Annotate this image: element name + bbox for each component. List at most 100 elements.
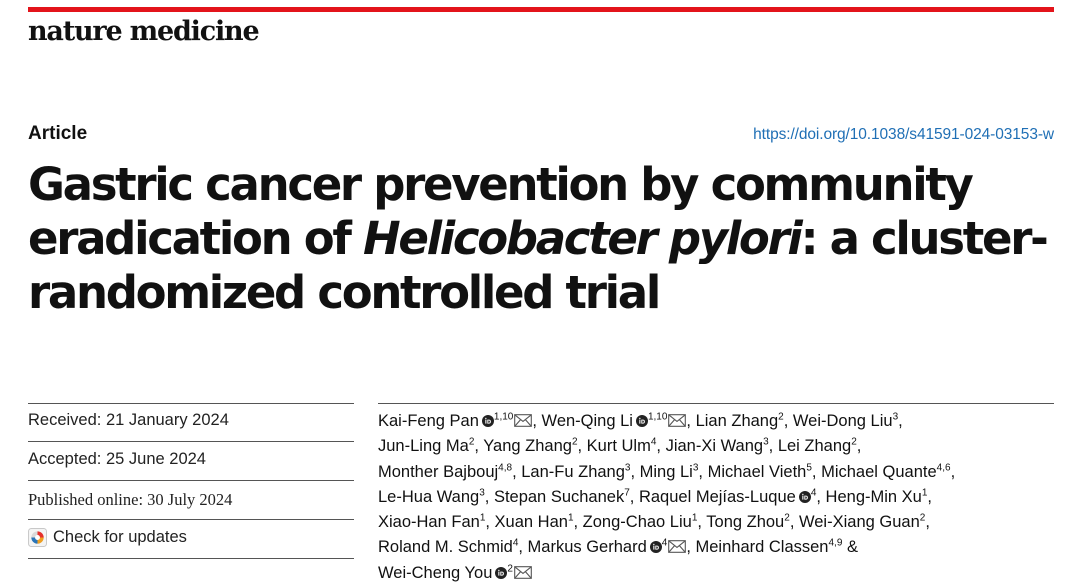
author-name[interactable]: Kai-Feng Pan: [378, 412, 479, 430]
author-line: Monther Bajbouj4,8, Lan-Fu Zhang3, Ming …: [378, 460, 1058, 485]
author-name[interactable]: Zong-Chao Liu: [582, 513, 692, 532]
affiliation-superscript[interactable]: 1: [479, 512, 486, 524]
meta-divider-received: [28, 441, 354, 442]
affiliation-superscript[interactable]: 3: [763, 436, 769, 448]
author-entry: Kurt Ulm4: [587, 437, 657, 455]
author-name[interactable]: Meinhard Classen: [695, 538, 829, 557]
author-name[interactable]: Jun-Ling Ma: [378, 437, 469, 456]
author-entry: Raquel Mejías-Luque 4: [639, 488, 816, 506]
orcid-icon[interactable]: [481, 410, 494, 427]
author-line: Le-Hua Wang3, Stepan Suchanek7, Raquel M…: [378, 485, 1058, 510]
affiliation-superscript[interactable]: 2: [778, 411, 784, 423]
affiliation-superscript[interactable]: 2: [784, 512, 790, 524]
affiliation-superscript[interactable]: 1,10: [647, 411, 668, 423]
affiliation-superscript[interactable]: 2: [571, 436, 578, 448]
orcid-icon[interactable]: [649, 536, 662, 554]
envelope-icon[interactable]: [668, 536, 687, 554]
affiliation-superscript[interactable]: 4,9: [828, 537, 843, 549]
affiliation-superscript[interactable]: 5: [806, 462, 812, 474]
check-for-updates-button[interactable]: Check for updates: [28, 528, 187, 547]
affiliation-superscript[interactable]: 4: [650, 436, 657, 448]
article-title-organism: Helicobacter pylori: [362, 212, 803, 265]
affiliation-superscript[interactable]: 7: [624, 487, 630, 499]
affiliation-superscript[interactable]: 4: [512, 537, 519, 549]
author-name[interactable]: Jian-Xi Wang: [665, 437, 764, 456]
author-entry: Xuan Han1: [495, 513, 574, 531]
author-entry: Ming Li3: [640, 463, 699, 481]
affiliation-superscript[interactable]: 1: [921, 487, 928, 499]
published-date: Published online: 30 July 2024: [28, 490, 233, 509]
author-name[interactable]: Markus Gerhard: [527, 538, 647, 557]
affiliation-superscript[interactable]: 1: [691, 512, 698, 524]
author-name[interactable]: Heng-Min Xu: [825, 487, 922, 506]
doi-link[interactable]: https://doi.org/10.1038/s41591-024-03153…: [753, 126, 1054, 143]
author-separator: ,: [485, 513, 495, 532]
author-separator: ,: [573, 513, 583, 532]
affiliation-superscript[interactable]: 4,8: [498, 462, 513, 474]
affiliation-superscript[interactable]: 1: [567, 512, 574, 524]
author-name[interactable]: Wen-Qing Li: [541, 412, 633, 430]
author-entry: Lian Zhang2: [696, 412, 784, 430]
author-name[interactable]: Xiao-Han Fan: [378, 513, 480, 532]
orcid-icon[interactable]: [635, 410, 648, 427]
author-entry: Wei-Dong Liu3: [793, 412, 898, 430]
author-separator: ,: [816, 487, 826, 506]
author-name[interactable]: Wei-Cheng You: [378, 563, 493, 582]
author-entry: Kai-Feng Pan 1,10: [378, 410, 533, 430]
author-line: Xiao-Han Fan1, Xuan Han1, Zong-Chao Liu1…: [378, 510, 1058, 535]
check-for-updates-icon: [28, 528, 47, 547]
envelope-icon[interactable]: [514, 562, 532, 579]
affiliation-superscript[interactable]: 3: [624, 462, 631, 474]
author-name[interactable]: Ming Li: [639, 462, 693, 481]
author-name[interactable]: Kurt Ulm: [586, 437, 651, 456]
author-name[interactable]: Roland M. Schmid: [378, 538, 513, 557]
article-title-part2: : a cluster-randomized controlled trial: [28, 212, 1049, 319]
article-title-part1: Gastric cancer prevention by community e…: [28, 158, 974, 265]
journal-logo[interactable]: nature medicine: [28, 16, 260, 47]
author-separator: ,: [697, 513, 707, 532]
orcid-icon[interactable]: [798, 486, 811, 503]
author-separator: ,: [768, 437, 778, 456]
author-entry: Michael Quante4,6: [821, 463, 950, 481]
author-name[interactable]: Lian Zhang: [695, 412, 779, 430]
author-name[interactable]: Stepan Suchanek: [493, 487, 625, 506]
author-entry: Markus Gerhard 4: [528, 538, 687, 556]
author-name[interactable]: Michael Vieth: [707, 462, 807, 481]
author-name[interactable]: Le-Hua Wang: [378, 487, 480, 506]
envelope-icon[interactable]: [514, 410, 533, 427]
affiliation-superscript[interactable]: 3: [892, 411, 899, 423]
author-entry: Zong-Chao Liu1: [583, 513, 698, 531]
author-separator: ,: [629, 487, 639, 506]
author-separator: ,: [789, 513, 799, 532]
author-separator: ,: [577, 437, 587, 456]
author-separator: ,: [898, 412, 903, 430]
affiliation-superscript[interactable]: 4: [810, 487, 817, 499]
affiliation-superscript[interactable]: 2: [468, 436, 475, 448]
affiliation-superscript[interactable]: 2: [851, 436, 857, 448]
affiliation-superscript[interactable]: 1,10: [493, 411, 514, 423]
meta-top-divider: [28, 403, 354, 404]
orcid-icon[interactable]: [495, 562, 508, 579]
author-separator: ,: [518, 538, 528, 557]
affiliation-superscript[interactable]: 2: [919, 512, 926, 524]
author-separator: ,: [698, 462, 708, 481]
author-name[interactable]: Wei-Dong Liu: [792, 412, 893, 430]
author-line: Jun-Ling Ma2, Yang Zhang2, Kurt Ulm4, Ji…: [378, 434, 1058, 459]
author-name[interactable]: Yang Zhang: [483, 437, 572, 456]
affiliation-superscript[interactable]: 4,6: [936, 462, 951, 474]
author-name[interactable]: Raquel Mejías-Luque: [638, 487, 796, 506]
author-name[interactable]: Tong Zhou: [706, 513, 785, 532]
affiliation-superscript[interactable]: 3: [479, 487, 485, 499]
affiliation-superscript[interactable]: 3: [692, 462, 699, 474]
author-name[interactable]: Wei-Xiang Guan: [798, 513, 920, 532]
affiliation-superscript[interactable]: 2: [507, 563, 513, 575]
author-name[interactable]: Monther Bajbouj: [378, 462, 499, 481]
author-name[interactable]: Michael Quante: [821, 462, 937, 481]
author-separator: ,: [656, 437, 666, 456]
author-name[interactable]: Xuan Han: [494, 513, 568, 532]
affiliation-superscript[interactable]: 4: [661, 537, 668, 549]
author-entry: Wen-Qing Li 1,10: [542, 412, 687, 430]
author-name[interactable]: Lan-Fu Zhang: [521, 462, 625, 481]
author-name[interactable]: Lei Zhang: [777, 437, 852, 456]
envelope-icon[interactable]: [668, 410, 687, 427]
